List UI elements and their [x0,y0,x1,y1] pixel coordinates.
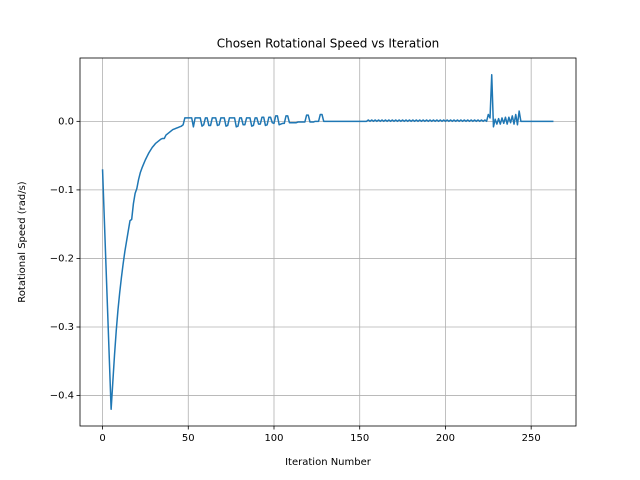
y-tick-label: −0.3 [50,322,74,333]
x-tick-label: 100 [264,433,283,444]
x-tick-label: 0 [99,433,105,444]
x-tick-label: 250 [522,433,541,444]
y-tick-label: 0.0 [58,116,74,127]
x-tick-label: 150 [350,433,369,444]
plot-frame [79,57,577,427]
y-tick-label: −0.4 [50,391,74,402]
x-tick-label: 200 [436,433,455,444]
x-tick-label: 50 [182,433,195,444]
chart-title: Chosen Rotational Speed vs Iteration [217,37,440,51]
data-line [101,73,554,411]
y-tick-label: −0.1 [50,185,74,196]
x-axis-label: Iteration Number [285,457,372,468]
y-axis-label: Rotational Speed (rad/s) [17,181,28,303]
y-tick-label: −0.2 [50,253,74,264]
